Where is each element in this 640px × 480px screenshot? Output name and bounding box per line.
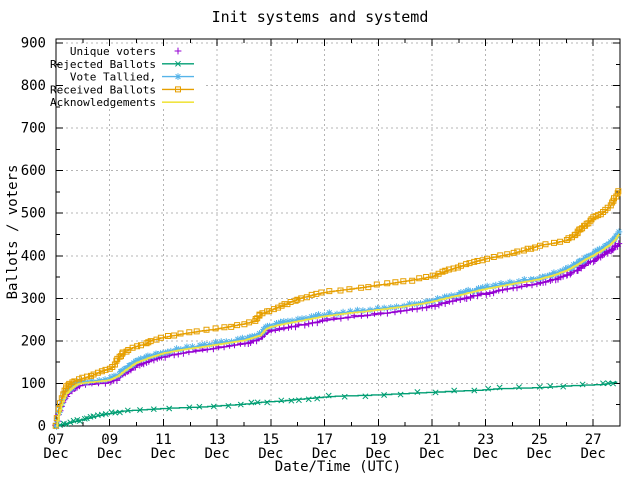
x-tick-label-month: Dec: [204, 446, 229, 462]
chart-title: Init systems and systemd: [212, 8, 429, 26]
axis-ticks: [56, 39, 620, 427]
y-tick-label: 100: [21, 376, 46, 392]
x-tick-label-month: Dec: [312, 446, 337, 462]
y-tick-labels: 0 100 200 300 400 500 600 700 800 900: [21, 36, 46, 435]
series-acknowledgements: [56, 233, 620, 427]
legend-label: Acknowledgements: [50, 96, 156, 109]
data-series: [52, 188, 623, 430]
series-received-ballots-markers: [52, 188, 622, 429]
legend-item-received-ballots: Received Ballots: [50, 83, 194, 96]
x-tick-label-month: Dec: [151, 446, 176, 462]
legend-item-unique-voters: Unique voters: [70, 45, 182, 58]
legend-label: Vote Tallied,: [70, 71, 156, 84]
x-axis-title: Date/Time (UTC): [275, 459, 401, 475]
x-tick-label-month: Dec: [97, 446, 122, 462]
x-tick-label-day: 23: [477, 432, 494, 448]
legend-label: Unique voters: [70, 45, 156, 58]
grid-lines: [56, 39, 620, 426]
x-tick-label-month: Dec: [366, 446, 391, 462]
x-tick-label-month: Dec: [580, 446, 605, 462]
y-tick-label: 400: [21, 248, 46, 264]
series-rejected-ballots: [53, 380, 618, 429]
y-tick-label: 700: [21, 121, 46, 137]
legend-label: Rejected Ballots: [50, 58, 156, 71]
x-tick-label-month: Dec: [419, 446, 444, 462]
x-tick-label-day: 27: [585, 432, 602, 448]
y-tick-label: 900: [21, 36, 46, 52]
x-tick-labels: 07Dec09Dec11Dec13Dec15Dec17Dec19Dec21Dec…: [43, 432, 605, 462]
x-tick-label-month: Dec: [527, 446, 552, 462]
y-tick-label: 500: [21, 206, 46, 222]
y-tick-label: 300: [21, 291, 46, 307]
series-received-ballots: [52, 188, 622, 429]
y-tick-label: 600: [21, 163, 46, 179]
x-tick-label-day: 11: [155, 432, 172, 448]
legend-marker-square-icon: [175, 86, 181, 93]
legend-item-acknowledgements: Acknowledgements: [50, 96, 194, 109]
x-tick-label-day: 13: [209, 432, 226, 448]
legend-marker-plus-icon: [174, 47, 182, 55]
x-tick-label-day: 25: [531, 432, 548, 448]
legend-marker-cross-icon: [175, 60, 181, 67]
legend-item-rejected-ballots: Rejected Ballots: [50, 58, 194, 71]
x-tick-label-day: 07: [48, 432, 65, 448]
x-tick-label-day: 15: [262, 432, 279, 448]
x-tick-label-month: Dec: [258, 446, 283, 462]
x-tick-label-day: 09: [101, 432, 118, 448]
x-tick-label-day: 21: [424, 432, 441, 448]
legend-marker-asterisk-icon: [174, 73, 182, 80]
y-axis-title: Ballots / voters: [5, 165, 21, 300]
x-tick-label-month: Dec: [473, 446, 498, 462]
series-acknowledgements-line: [56, 233, 620, 427]
legend-item-vote-tallied: Vote Tallied,: [70, 71, 194, 84]
y-tick-label: 800: [21, 78, 46, 94]
legend-label: Received Ballots: [50, 83, 156, 96]
y-tick-label: 0: [38, 419, 46, 435]
x-tick-label-day: 17: [316, 432, 333, 448]
x-tick-label-month: Dec: [43, 446, 68, 462]
x-tick-label-day: 19: [370, 432, 387, 448]
y-tick-label: 200: [21, 333, 46, 349]
